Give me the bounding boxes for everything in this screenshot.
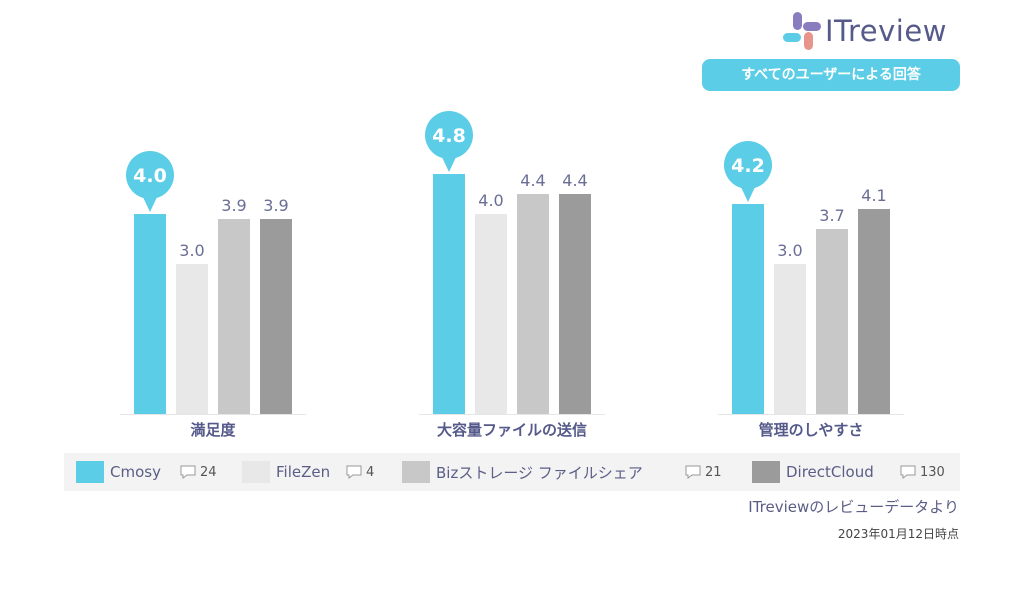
highlight-bubble: [425, 111, 473, 159]
bar: [774, 264, 806, 414]
bar: [176, 264, 208, 414]
legend-swatch: [752, 461, 780, 483]
value-label: 4.4: [520, 171, 545, 190]
value-label: 4.4: [562, 171, 587, 190]
legend-label: Bizストレージ ファイルシェア: [436, 463, 643, 482]
review-count: 130: [899, 453, 945, 491]
legend-item: DirectCloud: [752, 453, 874, 491]
legend: Cmosy 24 FileZen 4 Bizストレージ ファイルシェア 21 DirectC…: [64, 453, 960, 491]
bubble-pointer: [441, 155, 457, 172]
comment-icon: [900, 465, 916, 479]
bar: [218, 219, 250, 414]
review-count: 4: [345, 453, 374, 491]
respondent-badge: すべてのユーザーによる回答: [702, 59, 960, 91]
value-label: 4.0: [478, 191, 503, 210]
legend-label: Cmosy: [110, 463, 161, 481]
review-count-value: 4: [366, 464, 375, 480]
comment-icon: [685, 465, 701, 479]
bar-chart: 満足度 4.0 3.0 3.9 3.9 大容量ファイルの送信 4.8 4.0 4.4 4.4 管理の…: [120, 111, 904, 439]
comment-icon: [180, 465, 196, 479]
value-label: 4.2: [731, 155, 765, 177]
legend-item: Cmosy: [76, 453, 161, 491]
value-label: 3.0: [777, 241, 802, 260]
value-label: 4.0: [133, 165, 167, 187]
bar: [816, 229, 848, 414]
logo-text: ITreview: [825, 14, 947, 48]
bubble-pointer: [740, 185, 756, 202]
bar: [260, 219, 292, 414]
value-label: 3.7: [819, 206, 844, 225]
review-count: 21: [684, 453, 722, 491]
legend-swatch: [402, 461, 430, 483]
review-count-value: 21: [705, 464, 722, 480]
value-label: 4.8: [432, 125, 466, 147]
value-label: 3.9: [221, 196, 246, 215]
logo-mark-icon: [783, 12, 821, 50]
source-note: ITreviewのレビューデータより: [748, 498, 959, 516]
legend-label: FileZen: [276, 463, 331, 481]
legend-item: Bizストレージ ファイルシェア: [402, 453, 643, 491]
bar: [559, 194, 591, 414]
itreview-logo: ITreview: [783, 12, 963, 52]
bar: [475, 214, 507, 414]
category-label: 大容量ファイルの送信: [437, 421, 587, 439]
review-count: 24: [179, 453, 217, 491]
legend-swatch: [242, 461, 270, 483]
value-label: 3.9: [263, 196, 288, 215]
legend-swatch: [76, 461, 104, 483]
date-note: 2023年01月12日時点: [837, 527, 959, 541]
category-label: 管理のしやすさ: [759, 421, 864, 439]
bar: [134, 214, 166, 414]
review-count-value: 24: [200, 464, 217, 480]
highlight-bubble: [126, 151, 174, 199]
bar: [858, 209, 890, 414]
review-count-value: 130: [920, 464, 945, 480]
bar: [517, 194, 549, 414]
bubble-pointer: [142, 195, 158, 212]
comment-icon: [346, 465, 362, 479]
value-label: 4.1: [861, 186, 886, 205]
legend-label: DirectCloud: [786, 463, 874, 481]
bar: [732, 204, 764, 414]
highlight-bubble: [724, 141, 772, 189]
bar: [433, 174, 465, 414]
value-label: 3.0: [179, 241, 204, 260]
category-label: 満足度: [190, 421, 236, 439]
legend-item: FileZen: [242, 453, 330, 491]
